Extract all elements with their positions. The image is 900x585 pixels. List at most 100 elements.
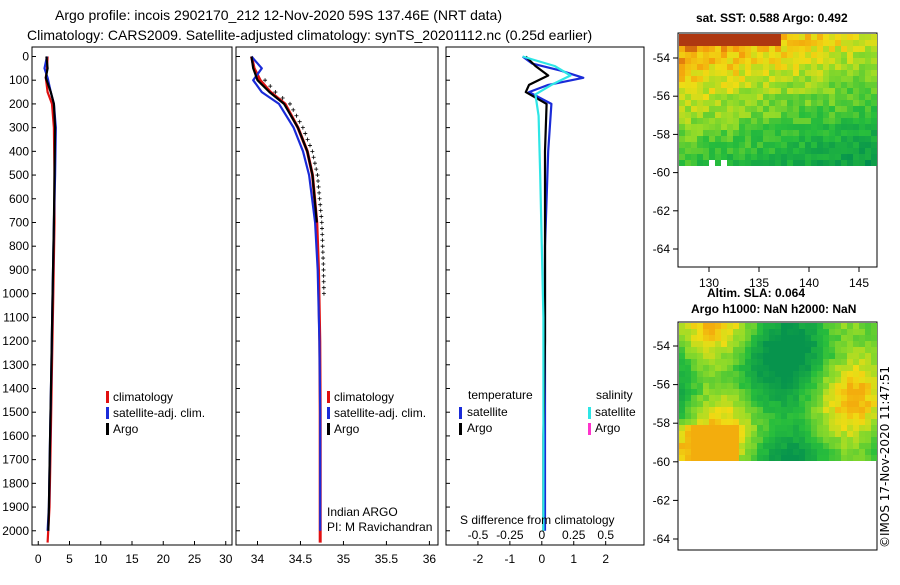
sst-cell: [871, 142, 877, 148]
sst-cell: [829, 94, 835, 100]
sst-cell: [829, 118, 835, 124]
sst-cell: [703, 100, 709, 106]
sla-cell: [805, 401, 811, 407]
sla-cell: [835, 395, 841, 401]
sst-cell: [733, 34, 739, 40]
sla-cell: [781, 443, 787, 449]
sst-cell: [841, 154, 847, 160]
sla-cell: [805, 431, 811, 437]
sst-cell: [715, 34, 721, 40]
sla-cell: [703, 425, 709, 431]
sla-cell: [775, 437, 781, 443]
sla-cell: [811, 425, 817, 431]
sst-cell: [805, 154, 811, 160]
legend-title-salinity: salinity: [596, 388, 633, 402]
xtick-label-0: 0: [35, 552, 42, 566]
sst-cell: [799, 58, 805, 64]
sst-cell: [727, 40, 733, 46]
sst-cell: [739, 52, 745, 58]
sst-cell: [763, 154, 769, 160]
sla-cell: [739, 335, 745, 341]
sla-cell: [823, 431, 829, 437]
sst-cell: [697, 40, 703, 46]
sst-cell: [859, 112, 865, 118]
sla-cell: [859, 437, 865, 443]
sst-cell: [709, 106, 715, 112]
sst-cell: [751, 160, 757, 166]
sla-cell: [775, 443, 781, 449]
sla-cell: [709, 377, 715, 383]
sst-cell: [823, 112, 829, 118]
sst-cell: [697, 94, 703, 100]
sla-cell: [805, 323, 811, 329]
sla-cell: [715, 335, 721, 341]
sla-cell: [727, 335, 733, 341]
sst-cell: [775, 58, 781, 64]
sla-cell: [715, 425, 721, 431]
map-xtick-label-145: 145: [849, 276, 869, 290]
sla-cell: [679, 365, 685, 371]
xtick-label-30: 30: [219, 552, 233, 566]
sst-cell: [727, 118, 733, 124]
sst-cell: [733, 136, 739, 142]
sla-cell: [841, 353, 847, 359]
sla-cell: [745, 419, 751, 425]
sla-cell: [829, 407, 835, 413]
sst-cell: [793, 130, 799, 136]
sla-cell: [703, 407, 709, 413]
sla-cell: [679, 377, 685, 383]
sst-cell: [847, 94, 853, 100]
sla-cell: [793, 437, 799, 443]
sst-cell: [859, 76, 865, 82]
sst-cell: [739, 88, 745, 94]
sst-cell: [739, 148, 745, 154]
sla-cell: [781, 407, 787, 413]
sla-cell: [793, 353, 799, 359]
sla-cell: [703, 443, 709, 449]
sla-cell: [787, 419, 793, 425]
sla-cell: [871, 353, 877, 359]
sla-cell: [817, 425, 823, 431]
sst-cell: [871, 52, 877, 58]
sla-cell: [733, 449, 739, 455]
sla-cell: [853, 353, 859, 359]
clim-std-marker: [291, 107, 296, 112]
sla-cell: [823, 443, 829, 449]
sst-cell: [871, 88, 877, 94]
sst-cell: [865, 46, 871, 52]
sst-cell: [685, 76, 691, 82]
sst-cell: [679, 34, 685, 40]
sst-cell: [847, 160, 853, 166]
sla-cell: [823, 425, 829, 431]
sst-cell: [745, 118, 751, 124]
sst-cell: [751, 82, 757, 88]
sst-cell: [775, 160, 781, 166]
clim-std-marker: [321, 261, 326, 266]
credit-line-2: PI: M Ravichandran: [327, 520, 432, 534]
sst-cell: [679, 154, 685, 160]
sst-cell: [841, 52, 847, 58]
sla-cell: [829, 401, 835, 407]
sla-cell: [787, 431, 793, 437]
sst-cell: [805, 34, 811, 40]
depth-tick-label-1400: 1400: [2, 381, 29, 395]
sst-cell: [829, 124, 835, 130]
sst-cell: [721, 58, 727, 64]
sst-cell: [871, 154, 877, 160]
sla-cell: [769, 395, 775, 401]
sla-cell: [859, 413, 865, 419]
sst-cell: [871, 40, 877, 46]
sst-cell: [721, 34, 727, 40]
sst-cell: [799, 82, 805, 88]
sla-cell: [709, 359, 715, 365]
sla-cell: [691, 395, 697, 401]
sla-cell: [685, 341, 691, 347]
sla-cell: [679, 437, 685, 443]
sla-cell: [709, 449, 715, 455]
sla-cell: [739, 437, 745, 443]
sst-cell: [841, 46, 847, 52]
sst-cell: [703, 154, 709, 160]
sla-cell: [697, 419, 703, 425]
sst-cell: [805, 64, 811, 70]
sla-cell: [859, 425, 865, 431]
